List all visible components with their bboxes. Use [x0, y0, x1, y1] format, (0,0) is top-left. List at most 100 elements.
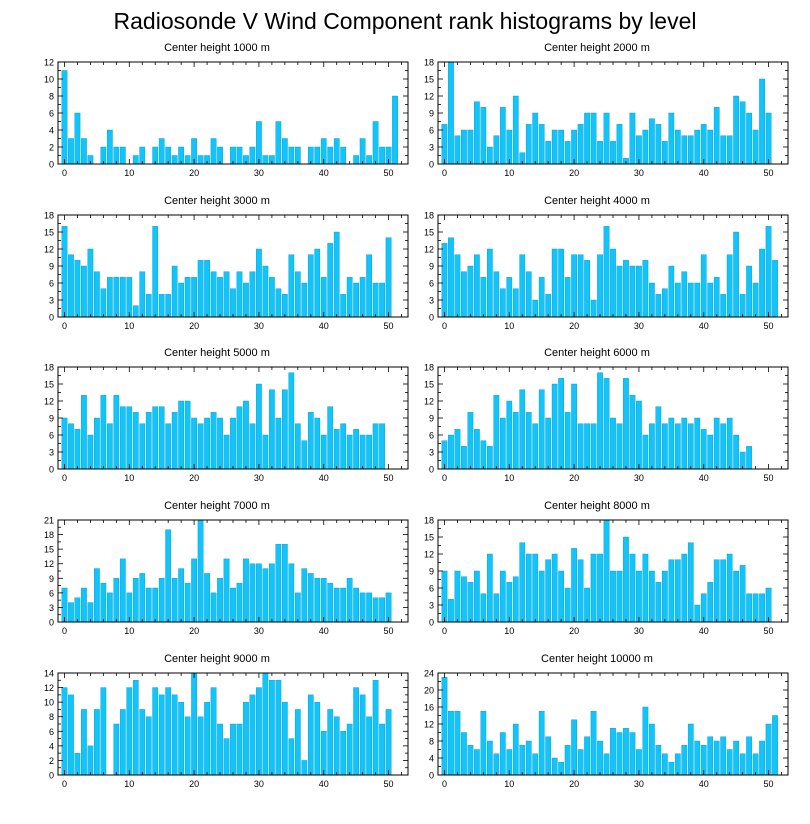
bar	[564, 141, 571, 165]
bar	[191, 558, 197, 623]
bar	[765, 112, 772, 165]
bar	[694, 282, 701, 318]
bar	[223, 738, 230, 776]
bar	[661, 570, 668, 623]
bar	[610, 141, 616, 165]
bar	[694, 417, 701, 470]
bar	[119, 277, 126, 318]
bar	[577, 254, 584, 318]
bar	[301, 760, 308, 776]
bar	[584, 260, 590, 318]
x-tick-label: 30	[254, 779, 264, 789]
panel-title: Center height 1000 m	[164, 42, 270, 54]
bar	[448, 237, 454, 318]
bar	[301, 440, 308, 470]
bar	[668, 762, 675, 776]
bar	[545, 559, 552, 623]
bar	[113, 277, 120, 318]
histogram-2000m: 0 3 6 9 12 15 18 0 10 20 30 40 50	[424, 58, 789, 178]
bar	[74, 112, 81, 165]
bar	[597, 254, 603, 318]
bar	[623, 536, 629, 623]
bar	[171, 578, 178, 623]
bar	[243, 400, 249, 470]
bar	[525, 271, 532, 318]
bar	[94, 568, 100, 623]
bar	[333, 716, 340, 776]
bar	[87, 745, 94, 776]
bar	[752, 129, 759, 165]
bar	[707, 434, 714, 470]
y-tick-label: 18	[44, 211, 54, 221]
bar	[320, 277, 327, 318]
bar	[327, 146, 334, 165]
bar	[74, 752, 81, 776]
bar	[171, 265, 178, 318]
bar	[223, 271, 230, 318]
bar	[752, 753, 759, 776]
bar	[243, 282, 249, 318]
y-tick-label: 3	[49, 448, 54, 458]
histogram-1000m: 0 2 4 6 8 10 12 0 10 20 30 40 50	[44, 58, 409, 178]
y-tick-label: 18	[424, 363, 434, 373]
panel-1000m: Center height 1000 m 0 2 4 6 8 10 12 0 10 20 30 40 5…	[22, 42, 412, 193]
x-tick-label: 30	[254, 473, 264, 483]
y-tick-label: 12	[424, 550, 434, 560]
bar	[340, 294, 347, 318]
x-tick-label: 40	[319, 473, 329, 483]
bar	[178, 400, 185, 470]
bar	[68, 138, 74, 165]
x-tick-label: 20	[569, 626, 579, 636]
bar	[610, 570, 616, 623]
bar	[551, 129, 558, 165]
y-tick-label: 18	[424, 211, 434, 221]
bar	[720, 736, 727, 776]
y-tick-label: 9	[49, 414, 54, 424]
bar	[269, 563, 275, 623]
bar	[184, 582, 191, 623]
bar	[353, 687, 359, 776]
x-tick-label: 30	[254, 168, 264, 178]
bar	[597, 553, 603, 623]
bar	[584, 587, 590, 623]
bar	[379, 423, 385, 470]
bar	[694, 129, 701, 165]
y-tick-label: 0	[49, 618, 54, 628]
bar	[139, 271, 146, 318]
bar	[448, 434, 454, 470]
panel-title: Center height 5000 m	[164, 347, 270, 359]
bar	[674, 423, 681, 470]
bar	[94, 709, 100, 776]
panel-7000m: Center height 7000 m 0 3 6 9 12 15 18 21 0 10 20 30…	[22, 500, 412, 651]
bar	[126, 277, 133, 318]
x-tick-label: 10	[124, 168, 134, 178]
bar	[726, 749, 733, 776]
bar	[590, 553, 597, 623]
bar	[106, 129, 113, 165]
bar	[61, 70, 68, 165]
bar	[223, 434, 230, 470]
bar	[139, 423, 146, 470]
y-tick-label: 18	[44, 530, 54, 540]
y-tick-label: 24	[424, 669, 434, 679]
bar	[152, 687, 159, 776]
bar	[379, 146, 385, 165]
y-tick-label: 6	[49, 727, 54, 737]
bar	[687, 135, 694, 165]
bar	[158, 406, 165, 470]
bar	[165, 423, 172, 470]
bar	[346, 578, 353, 623]
bar	[353, 429, 359, 470]
bar	[642, 706, 649, 776]
bar	[152, 406, 159, 470]
bar	[379, 282, 385, 318]
bar	[333, 429, 340, 470]
y-tick-label: 3	[429, 448, 434, 458]
bar	[441, 570, 448, 623]
bar	[661, 288, 668, 318]
histogram-9000m: 0 2 4 6 8 10 12 14 0 10 20 30 40 50	[44, 669, 409, 789]
bar	[158, 694, 165, 776]
bar	[281, 294, 288, 318]
bar	[661, 423, 668, 470]
bar	[571, 719, 577, 776]
